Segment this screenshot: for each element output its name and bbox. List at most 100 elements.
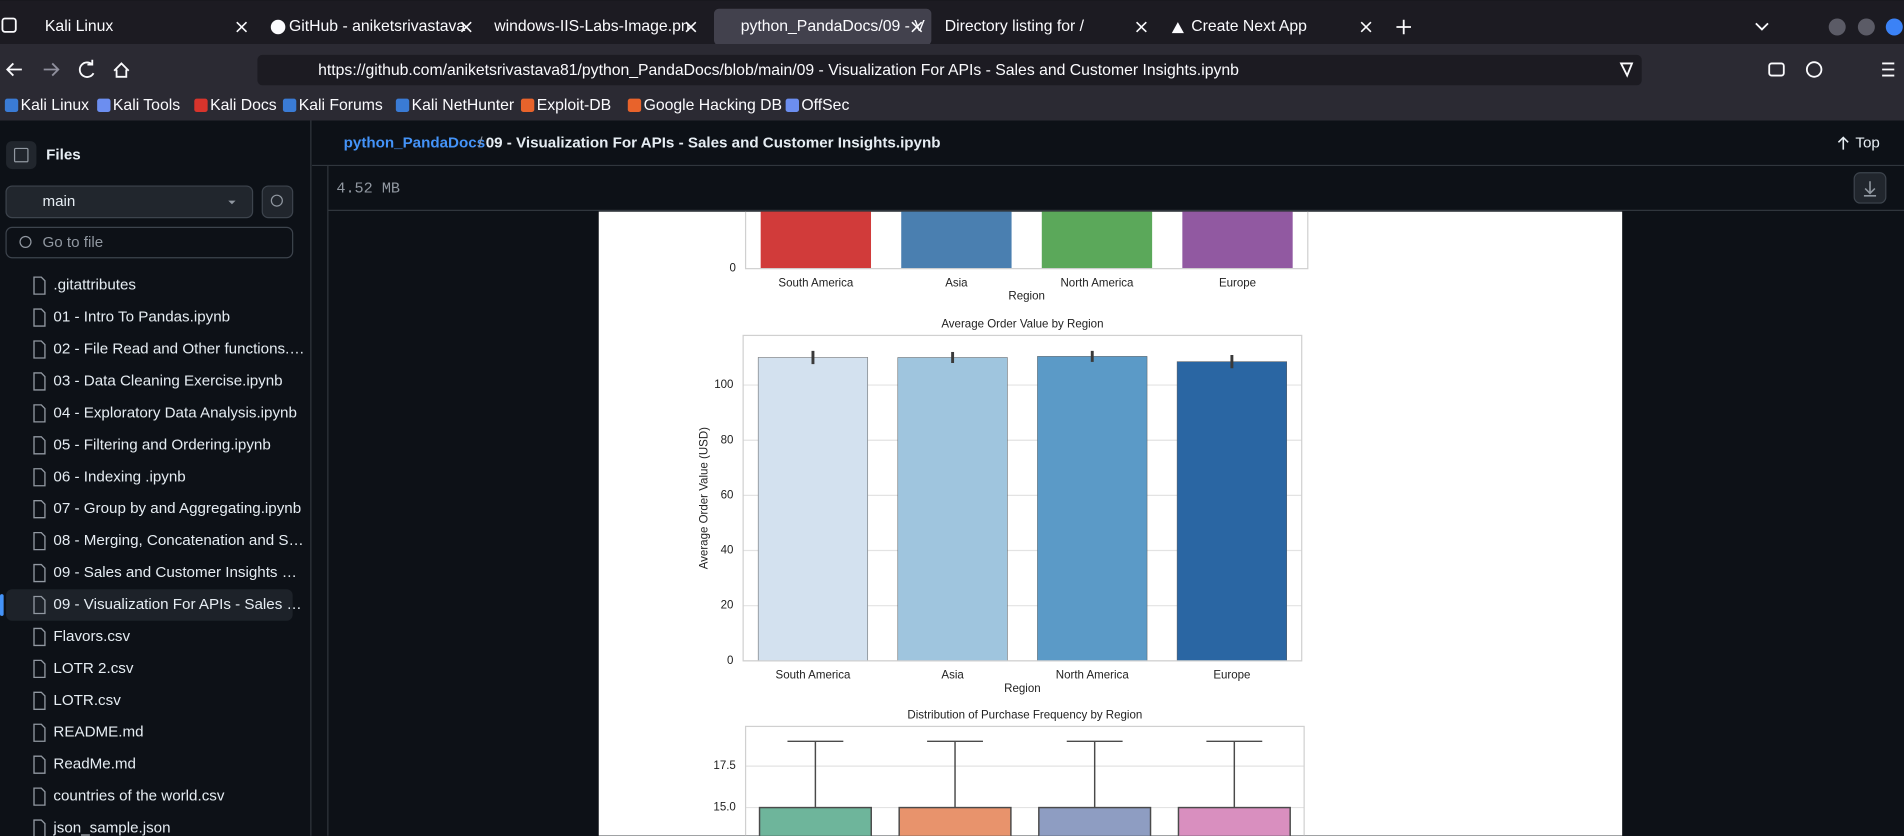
tab-close[interactable] [1360, 21, 1372, 33]
bookmark-icon [194, 98, 208, 112]
tab-title[interactable]: windows-IIS-Labs-Image.pn [493, 18, 689, 35]
file-item[interactable]: LOTR.csv [53, 692, 121, 709]
tab-title[interactable]: Directory listing for / [945, 18, 1085, 35]
box [898, 806, 1012, 836]
bookmark[interactable]: Kali Linux [21, 97, 89, 114]
chart-title: Average Order Value by Region [941, 319, 1103, 331]
y-tick-label: 15.0 [713, 802, 735, 814]
bookmark[interactable]: OffSec [801, 97, 849, 114]
tab-title[interactable]: Kali Linux [45, 18, 113, 35]
x-tick-label: Europe [1219, 277, 1256, 289]
tab-title[interactable]: GitHub - aniketsrivastava [289, 18, 465, 35]
close-window[interactable] [1885, 18, 1903, 36]
tab-close[interactable] [236, 21, 248, 33]
bookmark[interactable]: Kali NetHunter [412, 97, 515, 114]
file-item[interactable]: 08 - Merging, Concatenation and S… [53, 532, 303, 549]
file-icon [33, 787, 46, 806]
y-tick-label: 100 [714, 379, 733, 391]
repo-link[interactable]: python_PandaDocs [344, 135, 485, 152]
x-axis-label: Region [1004, 683, 1041, 695]
tab-title[interactable]: python_PandaDocs/09 - V [741, 18, 926, 35]
file-item[interactable]: 02 - File Read and Other functions.… [53, 341, 304, 358]
sidebar-title: Files [46, 147, 81, 164]
bar [897, 357, 1008, 662]
bookmark[interactable]: Kali Forums [299, 97, 383, 114]
bar [1041, 211, 1153, 269]
file-item[interactable]: 07 - Group by and Aggregating.ipynb [53, 500, 301, 517]
file-item[interactable]: README.md [53, 724, 143, 741]
url-field[interactable] [257, 54, 1642, 86]
dropdown-caret [228, 200, 236, 205]
file-item[interactable]: 01 - Intro To Pandas.ipynb [53, 309, 230, 326]
y-tick-label: 40 [721, 545, 734, 557]
file-item[interactable]: 03 - Data Cleaning Exercise.ipynb [53, 372, 282, 389]
file-icon [33, 372, 46, 391]
bookmark[interactable]: Kali Docs [210, 97, 277, 114]
file-icon [33, 308, 46, 327]
file-item[interactable]: 06 - Indexing .ipynb [53, 468, 185, 485]
box [1177, 806, 1291, 836]
bookmark[interactable]: Kali Tools [113, 97, 180, 114]
url[interactable]: https://github.com/aniketsrivastava81/py… [318, 62, 1239, 79]
file-icon [33, 755, 46, 774]
file-header [312, 120, 1904, 166]
tab-title[interactable]: Create Next App [1191, 18, 1307, 35]
tab-close[interactable] [1136, 21, 1147, 33]
box [758, 806, 872, 836]
file-icon [33, 404, 46, 423]
tab-close[interactable] [911, 21, 923, 33]
file-icon [33, 723, 46, 742]
minimize[interactable] [1828, 18, 1846, 36]
x-tick-label: North America [1056, 669, 1130, 681]
file-icon [33, 659, 46, 679]
x-tick-label: Europe [1213, 669, 1250, 681]
file-icon [33, 468, 46, 487]
file-item[interactable]: Flavors.csv [53, 628, 130, 645]
tab-icon [1171, 22, 1184, 34]
y-axis-label: Average Order Value (USD) [698, 427, 710, 569]
bar [901, 211, 1012, 269]
search-icon [270, 194, 283, 207]
bar [1037, 356, 1148, 662]
file-item[interactable]: 05 - Filtering and Ordering.ipynb [53, 436, 270, 453]
top-link[interactable]: Top [1855, 135, 1879, 152]
bar [1176, 361, 1287, 662]
branch-select[interactable] [5, 185, 254, 219]
file-item[interactable]: LOTR 2.csv [53, 660, 133, 677]
active-tab[interactable] [714, 8, 932, 46]
file-item[interactable]: 09 - Sales and Customer Insights … [53, 564, 296, 581]
tab-close[interactable] [460, 21, 472, 33]
file-active-bg [6, 589, 293, 621]
top-icon [1837, 136, 1849, 150]
file-filter[interactable] [5, 226, 294, 259]
search-button[interactable] [261, 185, 294, 219]
file-item[interactable]: countries of the world.csv [53, 788, 224, 805]
x-tick-label: South America [776, 669, 851, 681]
y-tick-label: 80 [721, 434, 734, 446]
collapse-icon [13, 147, 29, 163]
bookmark[interactable]: Google Hacking DB [644, 97, 782, 114]
nav-icons [1, 17, 1895, 78]
file-item[interactable]: 09 - Visualization For APIs - Sales … [53, 596, 301, 613]
bar [757, 357, 869, 662]
maximize[interactable] [1857, 18, 1875, 36]
x-tick-label: Asia [941, 669, 964, 681]
bookmark-icon [282, 98, 297, 112]
file-icon [33, 531, 46, 551]
file-item[interactable]: ReadMe.md [53, 756, 136, 773]
tab-icon [270, 19, 286, 35]
file-item[interactable]: json_sample.json [52, 820, 170, 836]
file-icon [33, 436, 46, 455]
plot-frame [742, 334, 1303, 662]
bookmark[interactable]: Exploit-DB [537, 97, 611, 114]
file-item[interactable]: .gitattributes [53, 277, 136, 294]
x-tick-label: Asia [945, 277, 968, 289]
tab-close[interactable] [685, 21, 697, 33]
y-tick-label: 20 [721, 600, 734, 612]
bookmark-icon [520, 98, 535, 112]
file-icon [33, 563, 46, 583]
y-tick-label: 0 [729, 263, 735, 275]
file-item[interactable]: 04 - Exploratory Data Analysis.ipynb [53, 404, 296, 421]
collapse-button[interactable] [6, 141, 37, 170]
plot-frame [744, 211, 1309, 270]
